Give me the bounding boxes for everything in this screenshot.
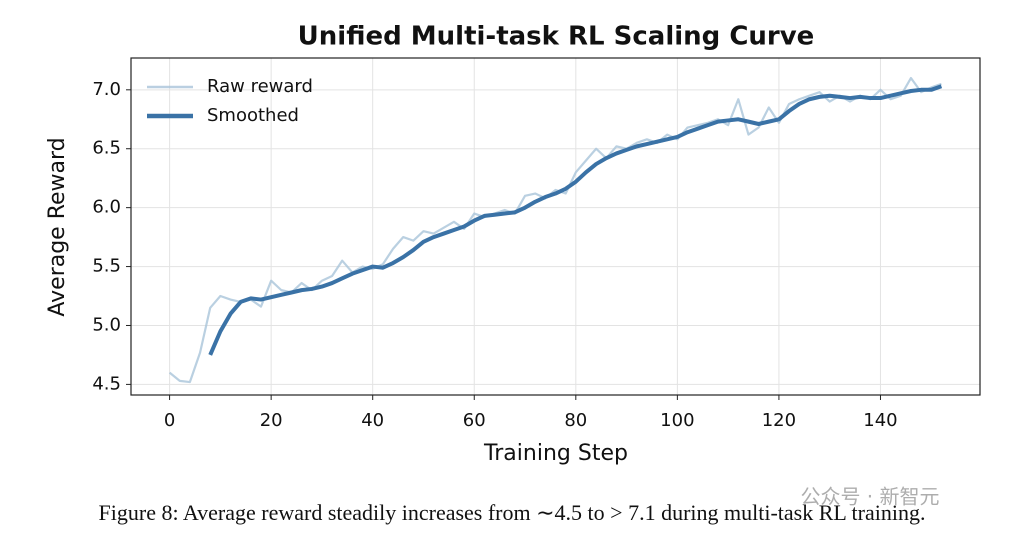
caption: Figure 8: Average reward steadily increa… [99, 500, 926, 525]
x-tick-label: 100 [660, 410, 694, 431]
line-series [208, 84, 943, 356]
x-tick-label: 0 [164, 410, 175, 431]
legend-label: Smoothed [207, 105, 299, 126]
watermark: 公众号 · 新智元 [800, 485, 939, 509]
x-tick-label: 20 [260, 410, 283, 431]
x-tick-label: 60 [463, 410, 486, 431]
x-tick-label: 140 [863, 410, 897, 431]
chart-title: Unified Multi-task RL Scaling Curve [298, 22, 815, 52]
x-tick-label: 120 [762, 410, 796, 431]
plot-frame [130, 57, 981, 396]
y-tick-label: 5.5 [92, 256, 121, 277]
y-axis-label: Average Reward [45, 137, 70, 316]
x-tick-label: 40 [361, 410, 384, 431]
line-series [168, 76, 942, 384]
legend-label: Raw reward [207, 76, 313, 97]
y-tick-label: 5.0 [92, 314, 121, 335]
y-tick-label: 6.5 [92, 138, 121, 159]
x-tick-label: 80 [564, 410, 587, 431]
x-axis-label: Training Step [483, 441, 628, 466]
y-tick-label: 6.0 [92, 197, 121, 218]
y-tick-label: 7.0 [92, 79, 121, 100]
y-tick-label: 4.5 [92, 373, 121, 394]
